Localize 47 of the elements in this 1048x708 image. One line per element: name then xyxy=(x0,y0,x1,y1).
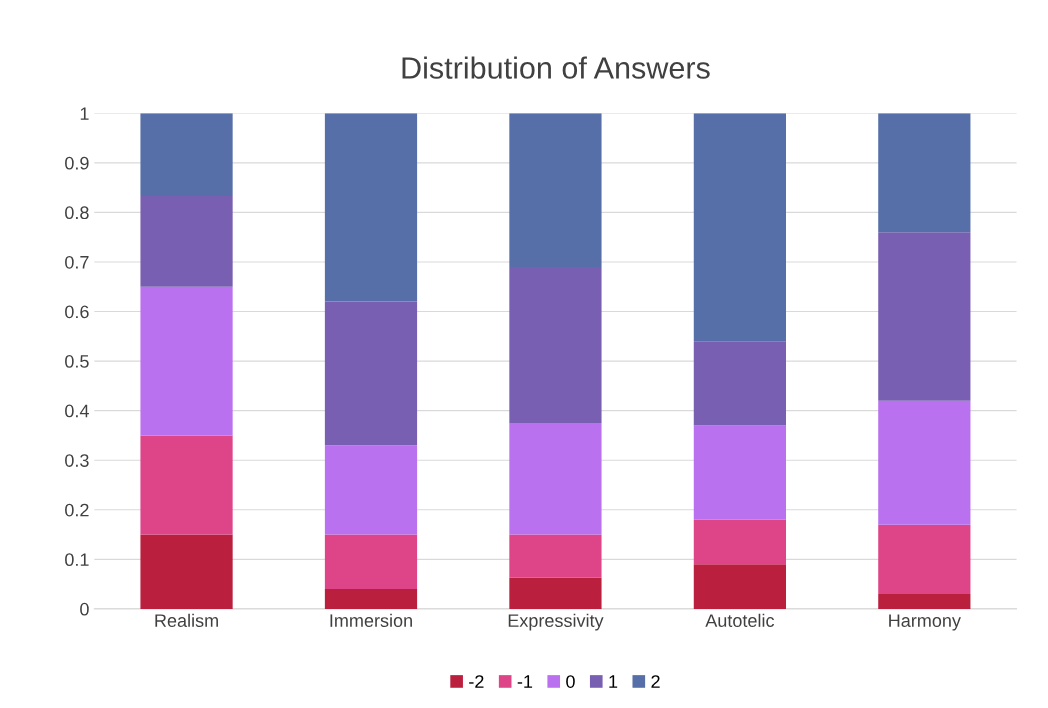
bar xyxy=(693,113,786,342)
bar xyxy=(509,423,602,535)
bar xyxy=(140,286,233,436)
bar xyxy=(324,445,418,535)
bar xyxy=(878,400,971,525)
bar xyxy=(140,435,233,535)
legend-label: 0 xyxy=(566,675,575,688)
bar xyxy=(324,113,418,302)
y-tick-label: 0.6 xyxy=(65,305,89,319)
legend-label: 1 xyxy=(609,675,618,688)
bar xyxy=(693,425,786,520)
bar xyxy=(324,534,418,590)
x-tick-label: Harmony xyxy=(889,614,961,631)
bar xyxy=(140,113,233,197)
bar xyxy=(693,519,786,565)
x-tick-label: Realism xyxy=(155,613,218,627)
y-tick-label: 0.2 xyxy=(65,503,89,517)
bar xyxy=(140,534,233,609)
y-tick-label: 0.1 xyxy=(65,553,89,567)
y-tick-label: 0 xyxy=(80,602,89,616)
bar xyxy=(878,232,971,401)
bar xyxy=(324,301,418,446)
bar xyxy=(509,534,602,578)
y-tick-label: 1 xyxy=(80,107,89,120)
chart-title: Distribution of Answers xyxy=(402,56,710,79)
bar xyxy=(324,589,418,609)
y-tick-label: 0.5 xyxy=(65,355,89,368)
bar xyxy=(509,577,602,609)
x-tick-label: Expressivity xyxy=(508,613,604,631)
x-tick-label: Immersion xyxy=(330,613,412,627)
legend-label: -1 xyxy=(517,675,533,688)
y-tick-label: 0.7 xyxy=(65,255,89,269)
bar xyxy=(878,594,971,609)
legend-label: 2 xyxy=(651,675,660,688)
bar xyxy=(509,113,602,267)
y-tick-label: 0.4 xyxy=(65,404,89,418)
y-tick-label: 0.9 xyxy=(65,156,89,170)
bar xyxy=(140,196,233,287)
legend-label: -2 xyxy=(469,675,484,688)
bar xyxy=(509,266,602,424)
y-tick-label: 0.8 xyxy=(65,206,89,220)
bar xyxy=(878,524,971,595)
bar xyxy=(693,341,786,426)
bar xyxy=(878,113,971,233)
y-tick-label: 0.3 xyxy=(65,454,89,467)
bar xyxy=(693,564,786,609)
x-tick-label: Autotelic xyxy=(705,613,775,627)
